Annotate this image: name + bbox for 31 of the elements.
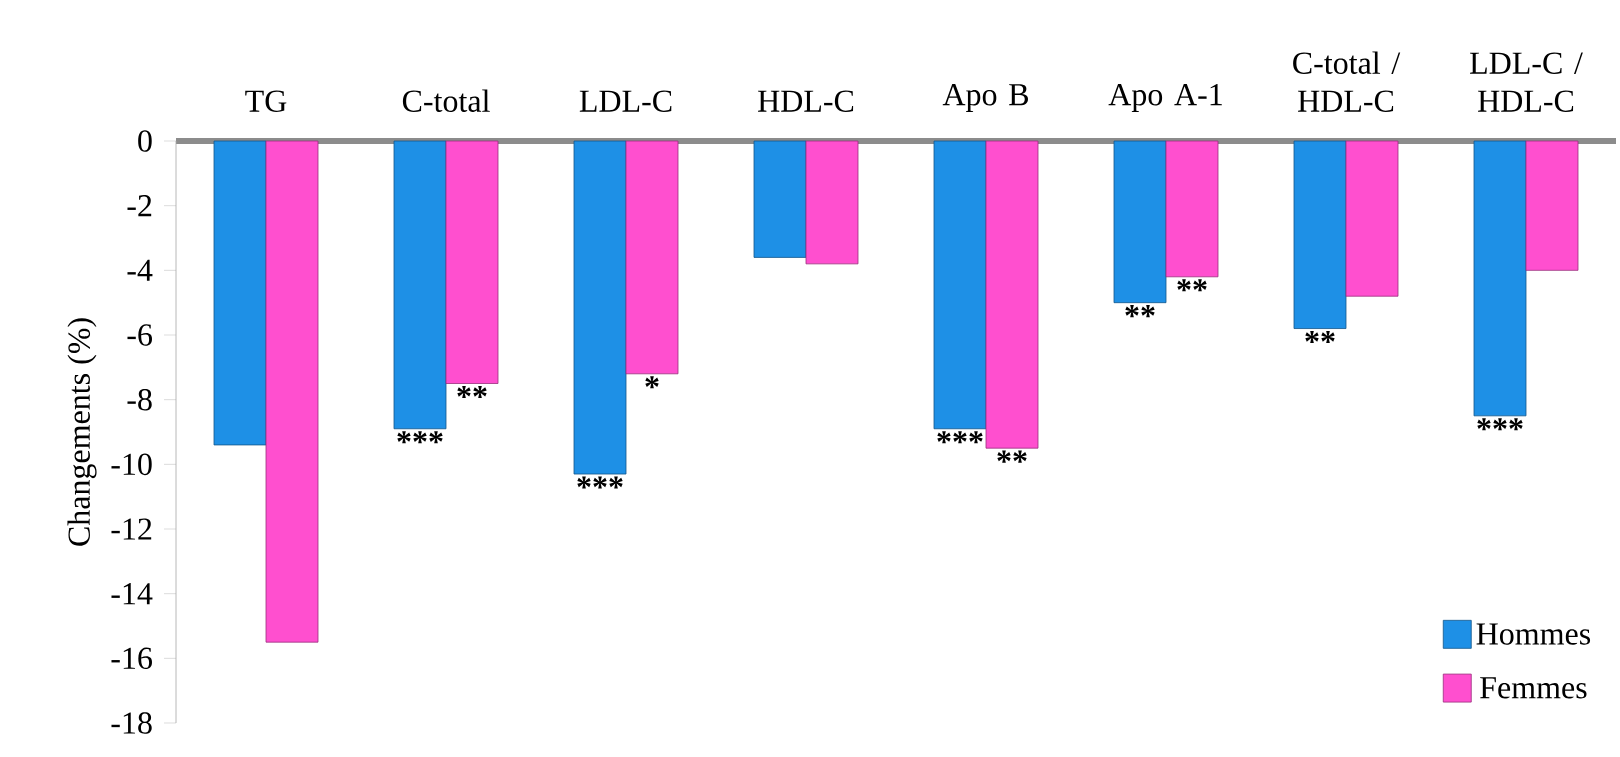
y-tick-label: -12 <box>111 518 152 540</box>
x-tick-label: C-total / HDL-C <box>1293 51 1401 112</box>
annotation: *** <box>937 431 983 444</box>
annotation: * <box>645 376 659 389</box>
y-tick-label: -6 <box>127 324 152 346</box>
annotation: *** <box>397 431 443 444</box>
y-tick-label: 0 <box>138 130 152 152</box>
legend-label: Hommes <box>1476 623 1591 645</box>
y-axis-title: Changements (%) <box>67 318 97 546</box>
legend-label: Femmes <box>1480 677 1587 699</box>
annotation: ** <box>457 385 487 398</box>
y-tick-label: -10 <box>111 453 152 476</box>
x-tick-label: LDL-C / HDL-C <box>1470 52 1583 112</box>
annotation: *** <box>1477 418 1523 431</box>
annotation: ** <box>1177 279 1207 292</box>
x-tick-label: Apo B <box>942 84 1028 112</box>
y-tick-label: -16 <box>111 647 152 670</box>
x-tick-label: C-total <box>402 89 490 112</box>
y-tick-label: -14 <box>111 583 153 605</box>
annotation: ** <box>997 450 1027 463</box>
annotation: ** <box>1305 330 1335 344</box>
annotation: *** <box>577 476 623 489</box>
y-tick-label: -2 <box>127 195 152 217</box>
y-tick-label: -18 <box>111 712 152 734</box>
y-tick-label: -4 <box>127 259 153 281</box>
y-tick-label: -8 <box>127 388 152 411</box>
x-tick-label: LDL-C <box>579 90 672 112</box>
x-tick-label: HDL-C <box>758 90 854 112</box>
x-tick-label: TG <box>245 90 287 112</box>
annotation: ** <box>1125 305 1155 318</box>
x-tick-label: Apo A-1 <box>1108 84 1222 112</box>
